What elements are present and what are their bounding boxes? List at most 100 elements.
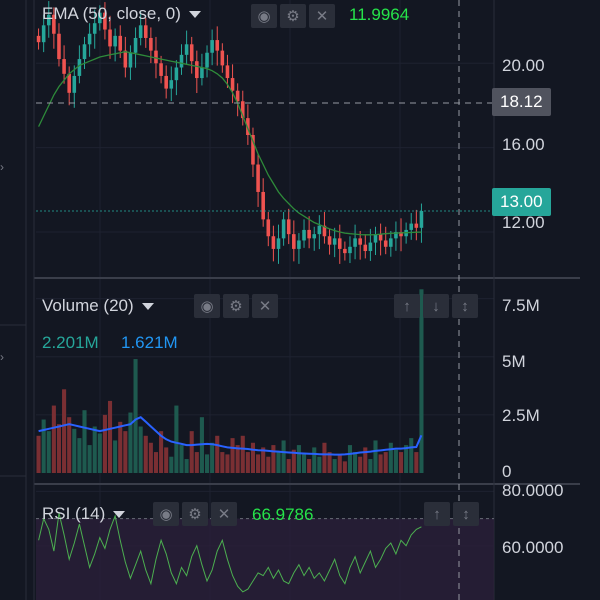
volume-bar	[256, 454, 261, 473]
volume-value: 2.201M	[42, 333, 99, 352]
candle-body	[414, 223, 419, 228]
volume-bar	[210, 442, 215, 473]
volume-bar	[46, 431, 51, 473]
candle-body	[348, 246, 352, 254]
volume-bar	[67, 417, 72, 473]
ema-indicator-label[interactable]: EMA (50, close, 0)	[42, 4, 201, 24]
volume-bar	[358, 456, 363, 473]
resize-vertical-icon[interactable]: ↕	[452, 294, 478, 318]
candle-body	[67, 73, 71, 93]
volume-bar	[194, 452, 199, 473]
volume-bar	[169, 456, 174, 473]
candle-body	[113, 35, 117, 47]
volume-bar	[174, 405, 179, 473]
volume-bar	[138, 426, 143, 473]
volume-pane-controls: ↑ ↓ ↕	[394, 294, 478, 318]
candle-body	[220, 50, 225, 66]
volume-bar	[189, 431, 194, 473]
crosshair-price-badge: 18.12	[492, 88, 551, 116]
rsi-button-group: ◉ ⚙ ✕	[153, 502, 237, 526]
candle-body	[164, 75, 168, 89]
volume-bar	[296, 445, 301, 473]
volume-label-text: Volume (20)	[42, 296, 134, 315]
volume-bar	[388, 442, 393, 473]
candle-body	[149, 37, 153, 51]
volume-ma-value: 1.621M	[121, 333, 178, 352]
volume-bar	[286, 459, 291, 473]
volume-bar	[184, 459, 189, 473]
chevron-down-icon[interactable]	[188, 11, 201, 19]
volume-axis-tick: 2.5M	[502, 406, 540, 425]
candle-body	[383, 240, 388, 247]
candle-body	[225, 65, 230, 79]
volume-bar	[363, 447, 368, 473]
volume-bar	[414, 452, 419, 473]
candle-body	[118, 35, 123, 51]
sidebar-chevron-icon[interactable]: ›	[0, 350, 4, 364]
candle-body	[82, 44, 87, 60]
candle-body	[409, 223, 414, 230]
volume-bar	[235, 445, 240, 473]
eye-icon[interactable]: ◉	[251, 4, 277, 28]
candle-body	[72, 75, 77, 93]
candle-body	[103, 12, 107, 30]
volume-bar	[230, 438, 235, 473]
candle-body	[205, 52, 209, 68]
volume-bar	[77, 438, 82, 473]
chevron-down-icon[interactable]	[113, 511, 126, 519]
eye-icon[interactable]: ◉	[153, 502, 179, 526]
candle-body	[189, 44, 194, 62]
candle-body	[128, 52, 133, 68]
arrow-down-icon[interactable]: ↓	[423, 294, 449, 318]
sidebar-chevron-icon[interactable]: ›	[0, 160, 4, 174]
close-icon[interactable]: ✕	[309, 4, 335, 28]
volume-bar	[332, 459, 337, 473]
eye-icon[interactable]: ◉	[194, 294, 220, 318]
candle-body	[169, 80, 174, 89]
candle-body	[200, 67, 204, 79]
gear-icon[interactable]: ⚙	[280, 4, 306, 28]
candle-body	[317, 225, 322, 235]
volume-indicator-label[interactable]: Volume (20)	[42, 296, 154, 316]
volume-bar	[368, 459, 373, 473]
volume-bar	[204, 454, 210, 473]
close-icon[interactable]: ✕	[211, 502, 237, 526]
chevron-down-icon[interactable]	[141, 303, 154, 311]
arrow-up-icon[interactable]: ↑	[394, 294, 420, 318]
gear-icon[interactable]: ⚙	[182, 502, 208, 526]
candle-body	[322, 225, 327, 237]
volume-bar	[373, 440, 378, 473]
candle-body	[363, 244, 368, 252]
rsi-label-text: RSI (14)	[42, 504, 106, 523]
candle-body	[327, 236, 332, 245]
volume-bar	[118, 421, 123, 473]
candle-body	[215, 40, 220, 51]
volume-bar	[56, 424, 62, 473]
rsi-indicator-label[interactable]: RSI (14)	[42, 504, 126, 524]
resize-vertical-icon[interactable]: ↕	[453, 502, 479, 526]
candle-body	[154, 50, 158, 64]
candle-body	[179, 54, 184, 68]
candle-body	[46, 14, 51, 26]
candle-body	[281, 219, 286, 239]
volume-bar	[322, 442, 327, 473]
last-price-badge: 13.00	[492, 188, 551, 216]
close-icon[interactable]: ✕	[252, 294, 278, 318]
volume-bar	[72, 428, 77, 473]
volume-button-group: ◉ ⚙ ✕	[194, 294, 278, 318]
volume-bar	[82, 410, 87, 473]
volume-bar	[281, 440, 286, 473]
volume-bar	[123, 431, 128, 473]
arrow-up-icon[interactable]: ↑	[424, 502, 450, 526]
volume-bar	[301, 454, 307, 473]
candle-body	[292, 234, 296, 249]
candle-body	[256, 164, 260, 192]
candle-body	[389, 238, 393, 247]
candle-body	[123, 50, 128, 68]
volume-bar	[153, 452, 159, 473]
candle-body	[159, 63, 163, 76]
ema-button-group: ◉ ⚙ ✕	[251, 4, 335, 28]
gear-icon[interactable]: ⚙	[223, 294, 249, 318]
